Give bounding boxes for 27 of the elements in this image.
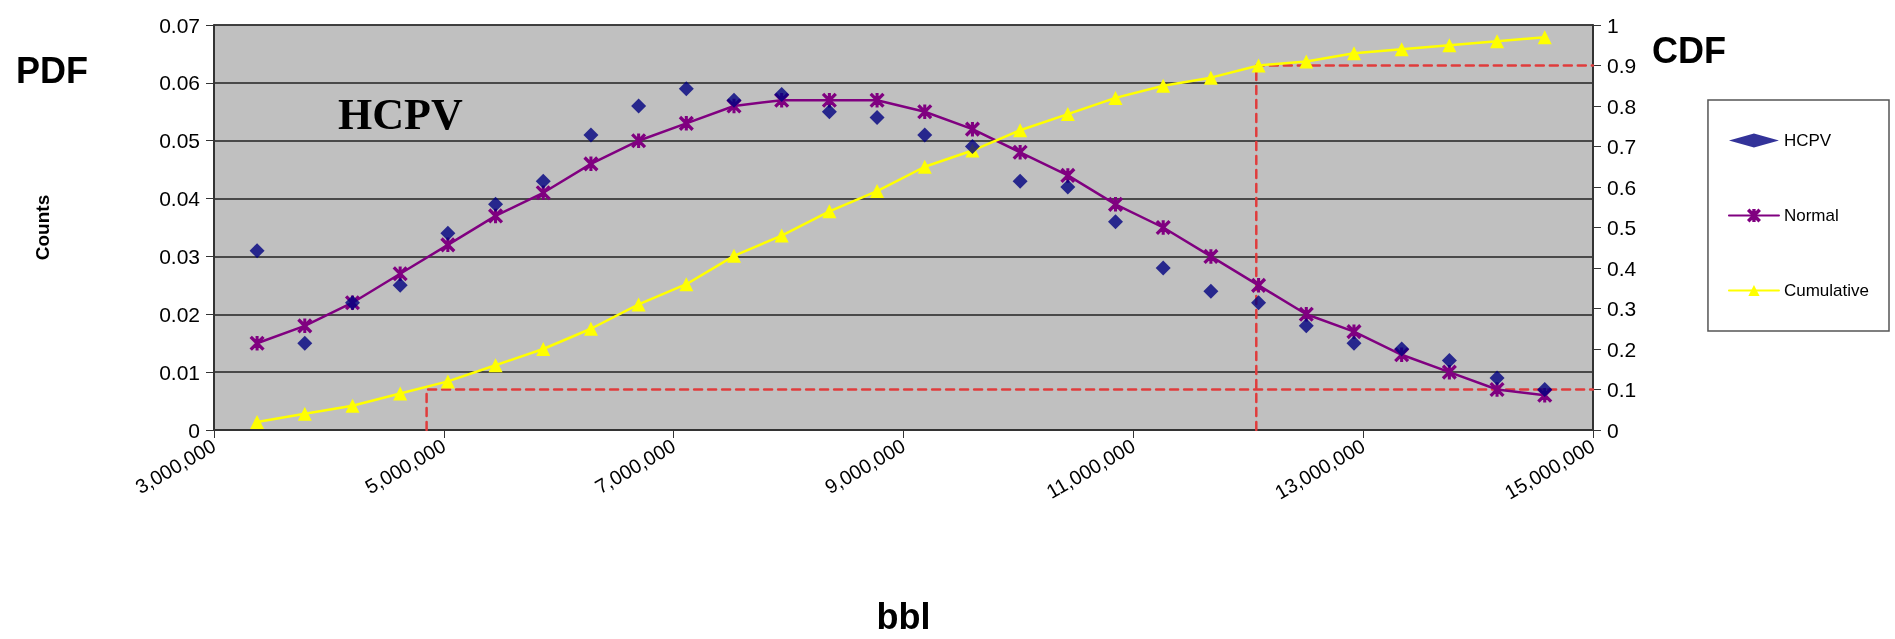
- y-tick-label: 0.07: [159, 13, 200, 37]
- legend-label: HCPV: [1783, 131, 1832, 150]
- y-tick-label: 0.05: [159, 129, 200, 153]
- y2-tick-label: 0.3: [1607, 297, 1637, 320]
- y2-axis-title: CDF: [1652, 29, 1726, 71]
- y2-tick-label: 0.9: [1607, 54, 1637, 77]
- annotation: HCPV: [338, 89, 463, 139]
- y2-tick-label: 1: [1607, 13, 1619, 37]
- text: PDF: [16, 49, 88, 91]
- y-tick-label: 0: [188, 418, 200, 442]
- y2-tick-label: 0.5: [1607, 216, 1637, 239]
- y2-tick-label: 0: [1607, 418, 1619, 442]
- legend-label: Normal: [1783, 206, 1839, 225]
- y2-tick-label: 0.4: [1607, 256, 1637, 280]
- y2-tick-label: 0.1: [1607, 378, 1637, 401]
- y-axis-title: Counts: [32, 194, 53, 261]
- y-tick-label: 0.03: [159, 244, 200, 268]
- y2-tick-label: 0.7: [1607, 135, 1637, 158]
- y2-tick-label: 0.6: [1607, 175, 1637, 199]
- y2-tick-label: 0.8: [1607, 94, 1637, 118]
- y-tick-label: 0.02: [159, 302, 200, 326]
- y-tick-label: 0.01: [159, 360, 200, 384]
- legend-label: Cumulative: [1783, 281, 1870, 300]
- y-tick-label: 0.06: [159, 71, 200, 95]
- x-axis-title: bbl: [876, 595, 931, 637]
- y-tick-label: 0.04: [159, 187, 201, 211]
- y2-tick-label: 0.2: [1607, 337, 1637, 361]
